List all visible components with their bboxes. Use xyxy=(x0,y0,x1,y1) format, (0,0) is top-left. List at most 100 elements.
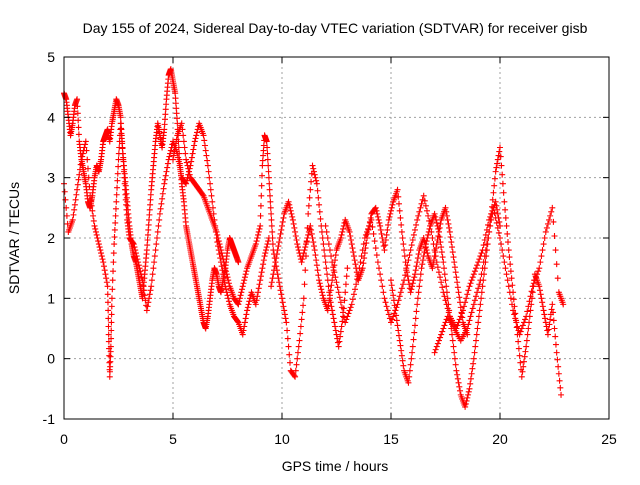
data-point xyxy=(414,259,421,266)
data-point xyxy=(501,259,508,266)
data-point xyxy=(163,101,170,108)
data-point xyxy=(338,231,345,238)
data-point xyxy=(542,319,549,326)
data-point xyxy=(399,235,406,241)
data-point xyxy=(507,261,514,268)
data-point xyxy=(526,319,533,326)
data-point xyxy=(93,231,100,238)
data-point xyxy=(397,214,404,221)
data-point xyxy=(494,206,501,213)
data-point xyxy=(422,245,429,252)
data-point xyxy=(342,289,349,296)
data-point xyxy=(154,235,161,241)
data-point xyxy=(411,226,418,233)
data-point xyxy=(409,283,416,290)
data-point xyxy=(498,162,505,169)
data-point xyxy=(378,230,385,237)
data-point xyxy=(423,238,430,245)
data-point xyxy=(108,319,115,326)
data-point xyxy=(436,233,443,240)
data-point xyxy=(507,295,514,302)
data-point xyxy=(536,265,543,272)
data-point xyxy=(494,210,501,217)
data-point xyxy=(394,186,401,193)
data-point xyxy=(465,287,472,294)
data-point xyxy=(241,319,248,326)
data-point xyxy=(362,231,369,238)
data-point xyxy=(342,319,349,326)
data-point xyxy=(531,277,538,284)
data-point xyxy=(109,286,116,293)
data-point xyxy=(475,285,482,292)
data-point xyxy=(381,247,388,254)
data-point xyxy=(242,271,249,278)
data-point xyxy=(502,214,509,221)
data-point xyxy=(61,188,68,195)
data-point xyxy=(512,315,519,322)
data-point xyxy=(528,288,535,295)
data-point xyxy=(253,297,260,304)
data-point xyxy=(508,301,515,308)
data-point xyxy=(470,271,477,278)
data-point xyxy=(350,253,357,260)
data-point xyxy=(374,210,381,217)
data-point xyxy=(440,325,447,332)
data-point xyxy=(175,154,182,161)
data-point xyxy=(421,197,428,204)
data-point xyxy=(468,370,475,377)
data-point xyxy=(539,299,546,306)
data-point xyxy=(215,235,222,241)
data-point xyxy=(522,316,529,323)
data-point xyxy=(208,192,215,199)
data-point xyxy=(499,247,506,254)
data-point xyxy=(393,317,400,324)
x-tick-label: 0 xyxy=(60,431,68,447)
data-point xyxy=(409,237,416,244)
data-point xyxy=(473,337,480,344)
data-point xyxy=(337,333,344,340)
data-point xyxy=(442,319,449,326)
data-point xyxy=(400,241,407,248)
data-point xyxy=(453,274,460,281)
data-point xyxy=(77,161,84,168)
data-point xyxy=(494,224,501,231)
data-point xyxy=(120,156,127,163)
data-point xyxy=(545,326,552,333)
data-point xyxy=(108,335,115,342)
y-tick-label: -1 xyxy=(43,411,56,427)
data-point xyxy=(497,144,503,151)
data-point xyxy=(223,271,230,278)
data-point xyxy=(292,367,299,374)
data-point xyxy=(442,204,449,211)
data-point xyxy=(145,299,152,306)
data-point xyxy=(335,289,342,296)
data-point xyxy=(339,228,346,235)
data-point xyxy=(432,213,439,220)
data-point xyxy=(256,225,263,232)
data-point xyxy=(263,247,270,254)
data-point xyxy=(147,201,154,208)
data-point xyxy=(414,216,421,223)
data-point xyxy=(160,185,167,192)
data-point xyxy=(445,301,452,308)
data-point xyxy=(425,231,432,238)
data-point xyxy=(464,394,471,401)
data-point xyxy=(517,359,524,366)
data-point xyxy=(492,168,499,175)
data-point xyxy=(185,168,192,175)
data-point xyxy=(162,111,169,118)
data-point xyxy=(355,271,362,278)
data-point xyxy=(433,343,440,350)
data-point xyxy=(100,263,107,270)
data-point xyxy=(329,277,336,284)
data-point xyxy=(552,247,559,254)
data-point xyxy=(550,317,557,324)
data-point xyxy=(130,241,137,248)
data-point xyxy=(385,221,392,228)
data-point xyxy=(455,379,462,386)
data-point xyxy=(225,277,232,284)
data-point xyxy=(354,276,361,283)
data-point xyxy=(135,262,142,269)
data-point xyxy=(391,302,398,309)
data-point xyxy=(431,247,438,254)
